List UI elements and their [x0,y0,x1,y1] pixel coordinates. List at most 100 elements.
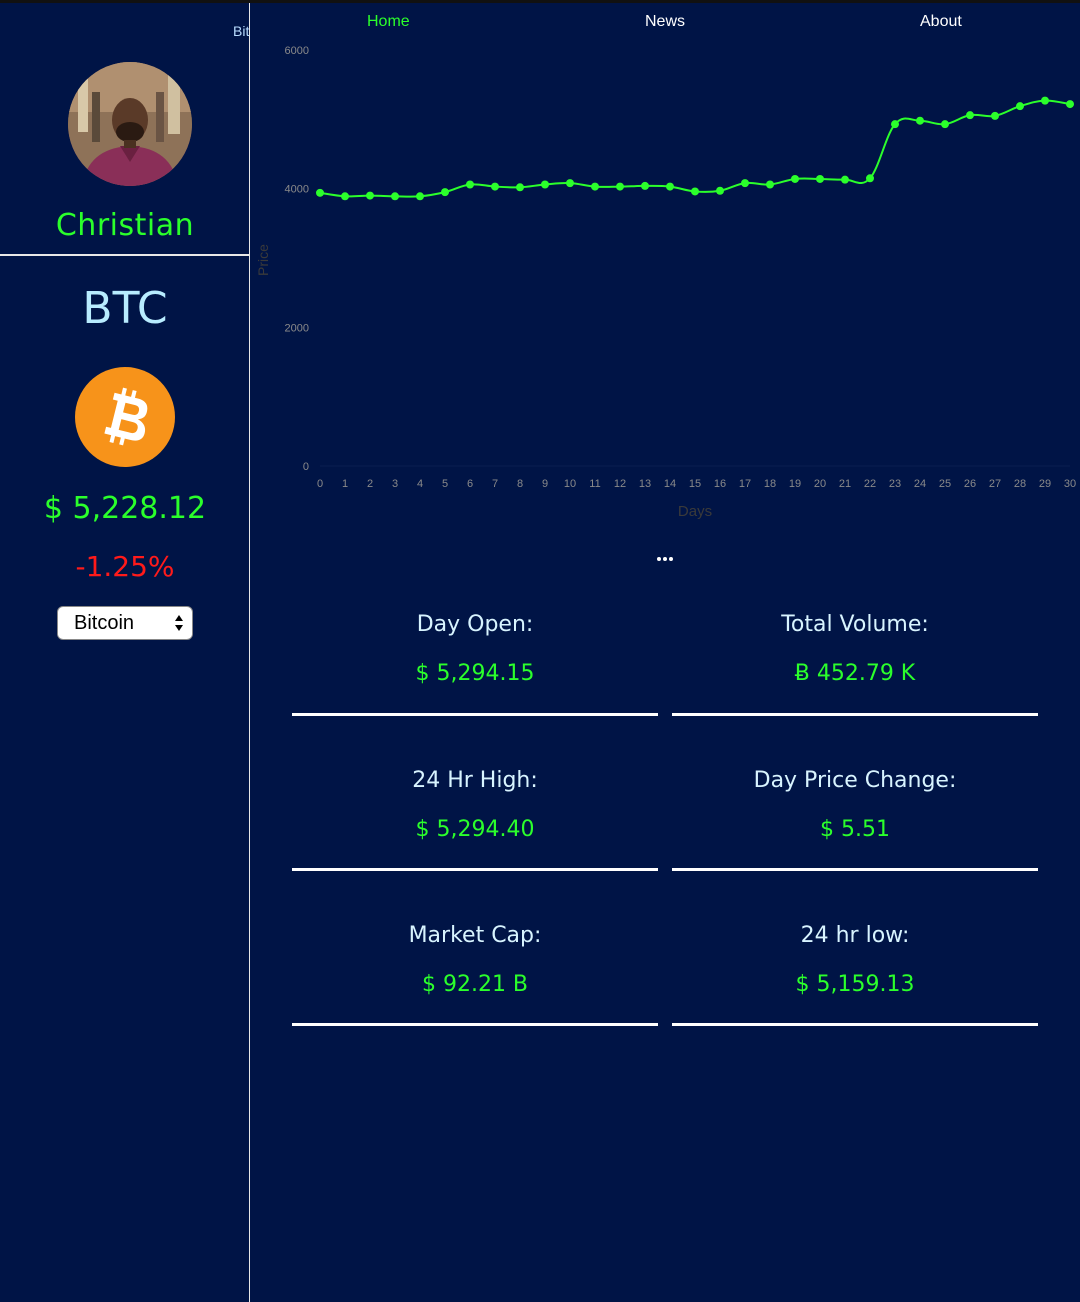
price-point[interactable] [716,186,724,195]
price-change-percent: -1.25% [75,550,175,583]
price-point[interactable] [841,175,849,184]
price-point[interactable] [466,180,474,189]
price-point[interactable] [916,116,924,125]
price-point[interactable] [991,111,999,120]
x-tick-label: 23 [889,478,901,490]
price-point[interactable] [866,174,874,183]
avatar-image [68,62,192,186]
x-tick-label: 0 [317,478,323,490]
top-border [0,0,1080,3]
x-tick-label: 5 [442,478,448,490]
stat-day-open: Day Open: $ 5,294.15 [292,612,658,686]
stat-label: Day Open: [416,612,534,637]
stat-market-cap: Market Cap: $ 92.21 B [292,923,658,997]
nav-news[interactable]: News [645,13,686,30]
y-tick-label: 2000 [285,322,309,334]
stat-value: $ 92.21 B [421,972,529,997]
x-tick-label: 29 [1039,478,1051,490]
stat-day-price-change: Day Price Change: $ 5.51 [672,768,1038,842]
stat-divider [672,868,1038,871]
price-point[interactable] [691,187,699,196]
price-point[interactable] [441,188,449,197]
price-point[interactable] [591,182,599,191]
y-tick-label: 4000 [285,184,309,196]
stat-divider [292,1023,658,1026]
price-point[interactable] [1041,96,1049,105]
coin-select-value: Bitcoin [74,612,135,634]
x-tick-label: 21 [839,478,851,490]
price-series-line [319,99,1071,198]
price-point[interactable] [541,180,549,189]
price-point[interactable] [766,180,774,189]
x-tick-label: 30 [1064,478,1076,490]
x-tick-label: 20 [814,478,826,490]
x-tick-label: 15 [689,478,701,490]
x-axis-ticks: 0 1 2 3 4 5 6 7 8 9 10 11 12 13 14 15 16 17 18 19 20 21 22 23 24… [317,478,1076,490]
price-point[interactable] [816,174,824,183]
price-point[interactable] [791,174,799,183]
sidebar-divider [0,254,250,256]
y-tick-label: 0 [303,461,309,473]
price-point[interactable] [641,181,649,190]
nav-about[interactable]: About [920,13,962,30]
x-tick-label: 11 [589,478,600,490]
sidebar: Bit Christian BTC $ 5,228.12 -1.25% [0,3,250,1302]
stat-divider [672,713,1038,716]
x-tick-label: 22 [864,478,876,490]
y-axis-ticks: 0 2000 4000 6000 [285,45,1070,473]
x-tick-label: 14 [664,478,676,490]
nav-home[interactable]: Home [367,13,410,30]
price-point[interactable] [316,188,324,197]
x-axis-title: Days [678,503,712,520]
stat-24hr-high: 24 Hr High: $ 5,294.40 [292,768,658,842]
price-point[interactable] [616,182,624,191]
avatar [68,62,192,186]
x-tick-label: 4 [417,478,423,490]
brand-label: Bit [233,23,250,39]
price-point[interactable] [416,192,424,201]
stat-label: Market Cap: [408,923,542,948]
x-tick-label: 1 [342,478,348,490]
x-tick-label: 7 [492,478,498,490]
price-point[interactable] [516,183,524,192]
stat-value: $ 5,294.15 [415,661,535,686]
x-tick-label: 3 [392,478,398,490]
x-tick-label: 26 [964,478,976,490]
price-point[interactable] [341,192,349,201]
coin-ticker: BTC [82,283,168,334]
price-point[interactable] [1066,100,1074,109]
stat-total-volume: Total Volume: Ƀ 452.79 K [672,612,1038,686]
coin-select[interactable]: Bitcoin [57,606,193,640]
x-tick-label: 24 [914,478,926,490]
bitcoin-icon [75,367,175,467]
stat-24hr-low: 24 hr low: $ 5,159.13 [672,923,1038,997]
price-point[interactable] [391,192,399,201]
ellipsis-icon[interactable] [656,555,674,563]
price-point[interactable] [666,182,674,191]
price-point[interactable] [1016,102,1024,111]
x-tick-label: 18 [764,478,776,490]
x-tick-label: 13 [639,478,651,490]
price-point[interactable] [491,182,499,191]
price-point[interactable] [966,111,974,120]
stat-label: Total Volume: [781,612,929,637]
price-point[interactable] [941,120,949,129]
x-tick-label: 9 [542,478,548,490]
price-point[interactable] [741,179,749,188]
x-tick-label: 6 [467,478,473,490]
x-tick-label: 12 [614,478,626,490]
price-point[interactable] [566,179,574,188]
stat-value: $ 5,294.40 [415,817,535,842]
x-tick-label: 25 [939,478,951,490]
current-price: $ 5,228.12 [43,491,207,526]
price-point[interactable] [891,120,899,129]
x-tick-label: 10 [564,478,576,490]
x-tick-label: 16 [714,478,726,490]
price-point[interactable] [366,191,374,200]
stat-label: 24 hr low: [800,923,910,948]
y-axis-title: Price [255,244,271,276]
username: Christian [55,208,195,243]
x-tick-label: 27 [989,478,1001,490]
stat-value: $ 5,159.13 [795,972,915,997]
